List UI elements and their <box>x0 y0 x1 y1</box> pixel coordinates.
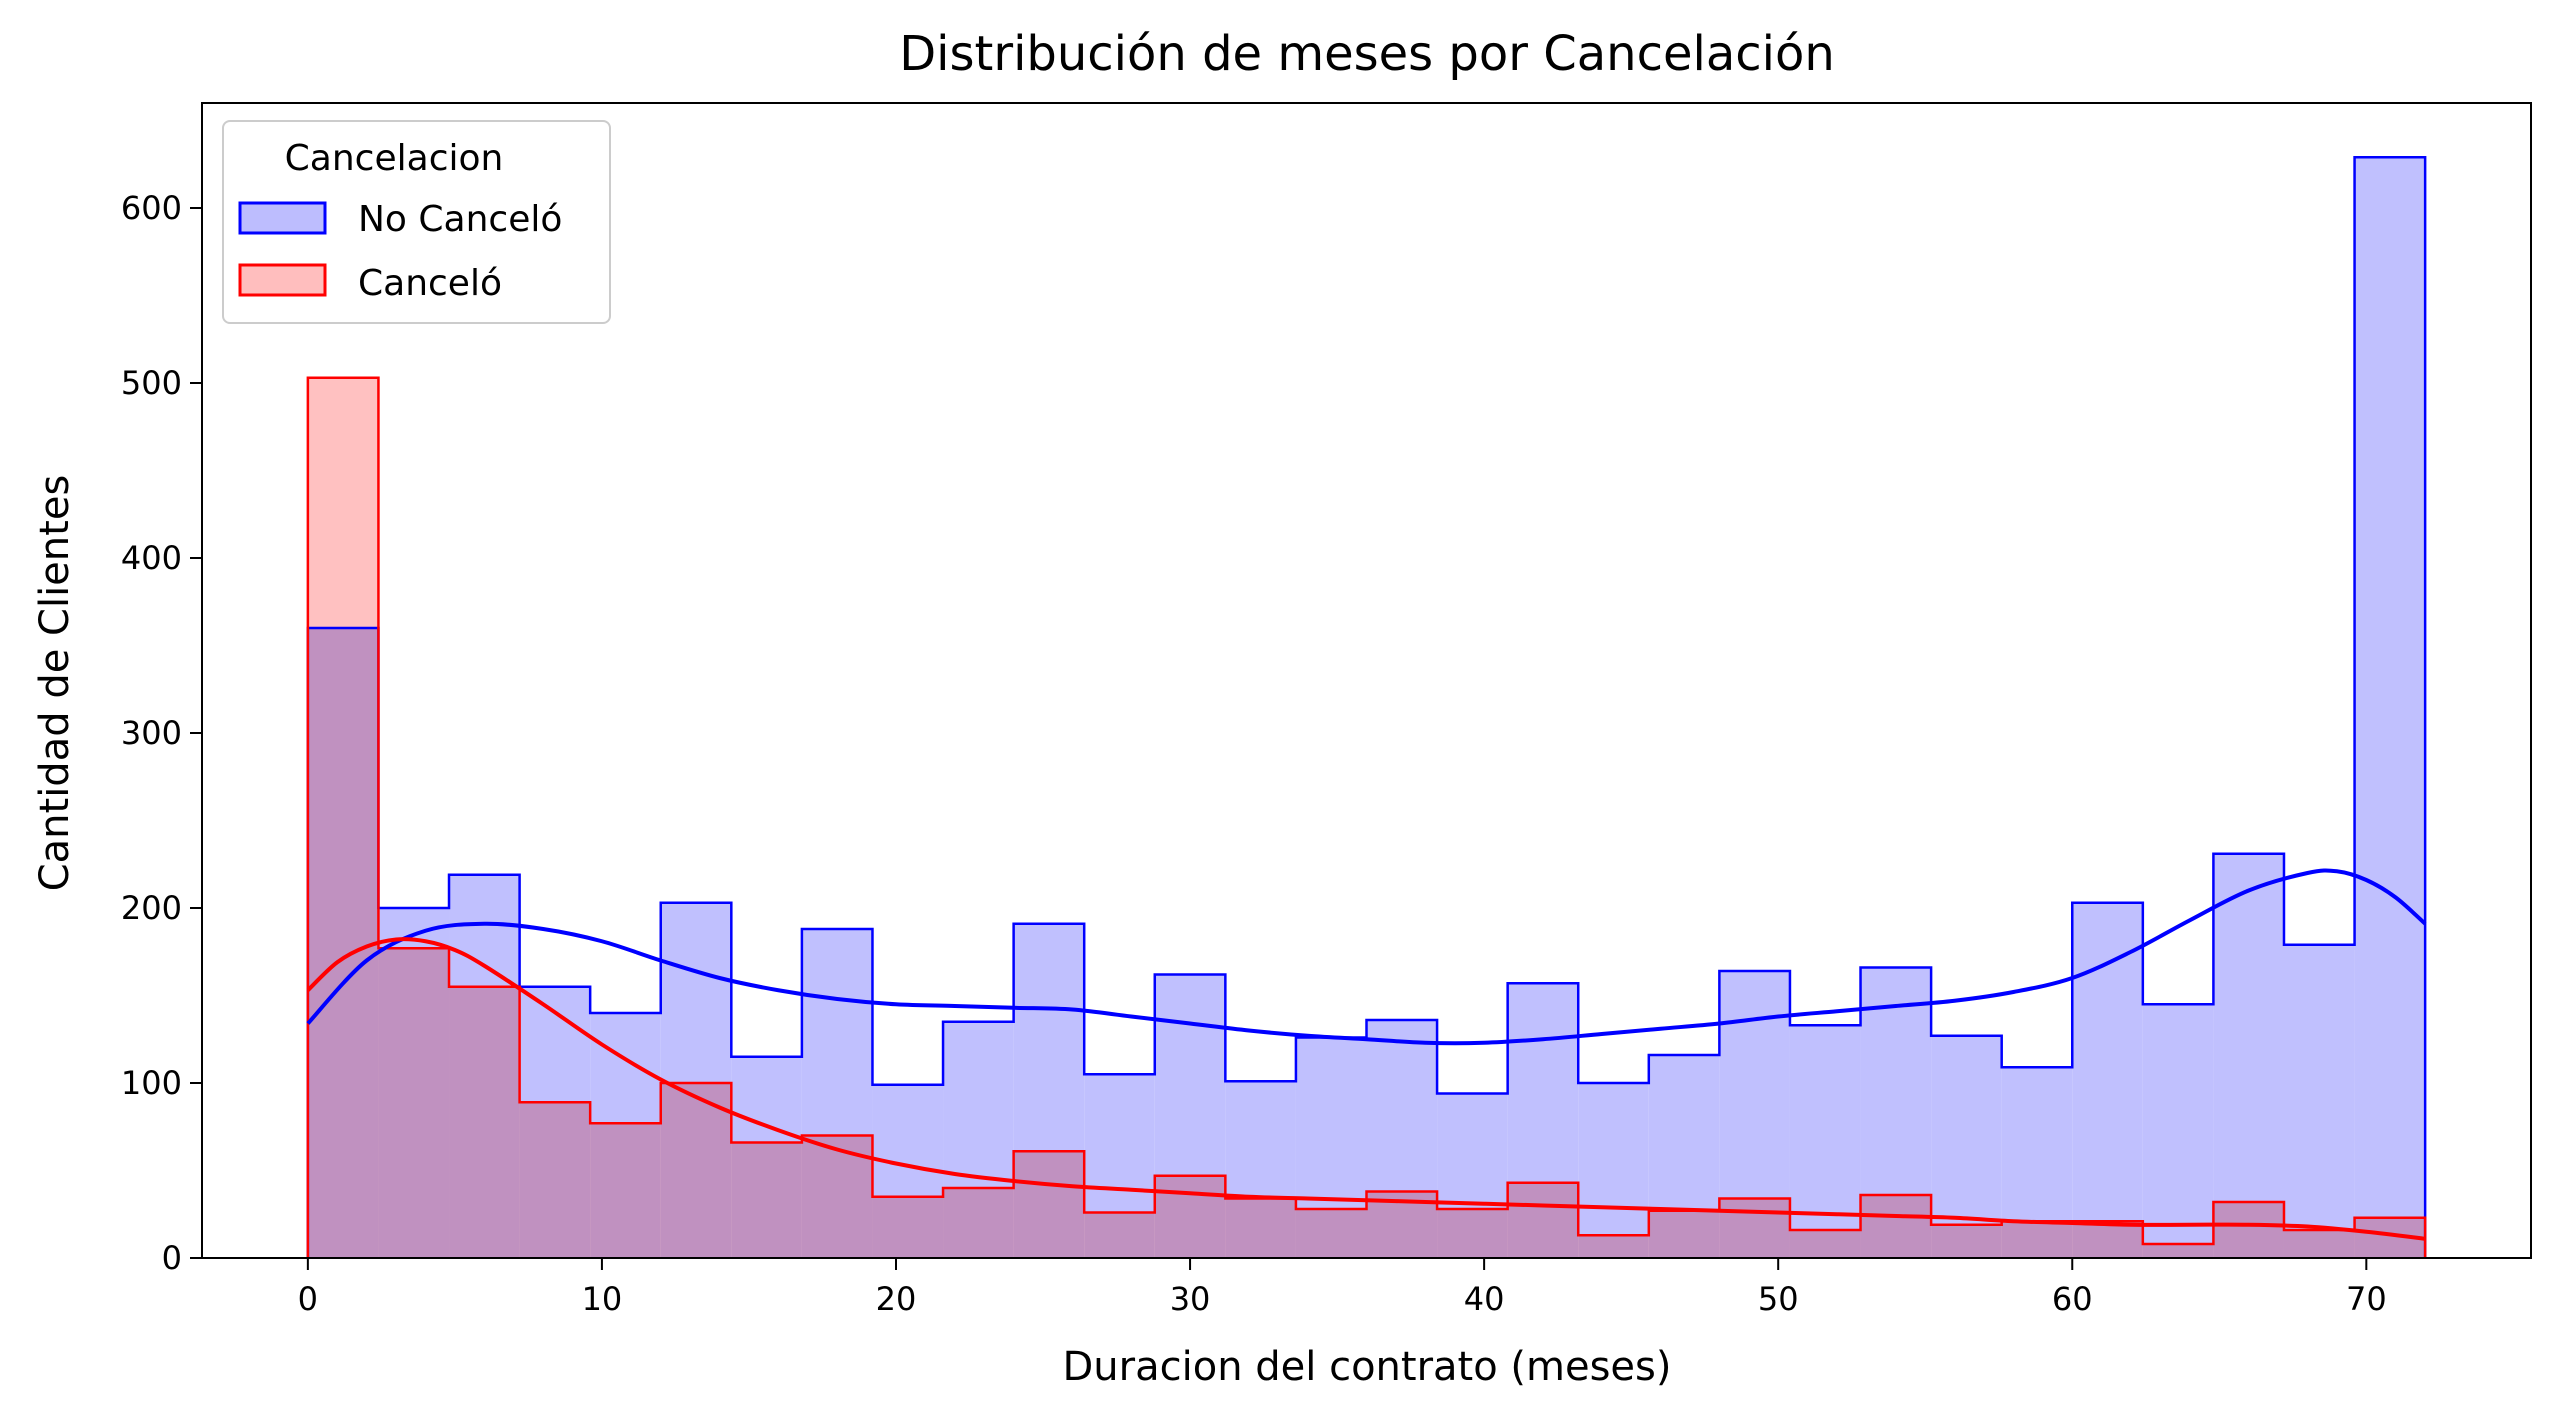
bar-no-cancelo-25 <box>2072 902 2143 1258</box>
y-tick-label-600: 600 <box>121 189 182 227</box>
plot-frame <box>201 102 2532 1259</box>
chart-title: Distribución de meses por Cancelación <box>899 26 1835 82</box>
bar-cancelo-27 <box>2213 1202 2284 1258</box>
x-tick-label-10: 10 <box>582 1280 623 1318</box>
bar-cancelo-5 <box>660 1083 732 1258</box>
bar-cancelo-28 <box>2283 1230 2355 1258</box>
y-tick-label-0: 0 <box>162 1239 182 1277</box>
bar-cancelo-20 <box>1719 1198 1790 1258</box>
x-tick-label-40: 40 <box>1464 1280 1505 1318</box>
x-tick-label-0: 0 <box>298 1280 318 1318</box>
bar-cancelo-11 <box>1084 1212 1155 1258</box>
x-tick-label-50: 50 <box>1758 1280 1799 1318</box>
step-outline-no-cancelo <box>306 156 2427 1258</box>
y-tick-label-100: 100 <box>121 1064 182 1102</box>
legend: Cancelacion No Canceló Canceló <box>222 120 611 324</box>
bar-cancelo-4 <box>590 1123 661 1258</box>
bar-cancelo-25 <box>2072 1221 2143 1258</box>
bar-cancelo-19 <box>1648 1210 1720 1258</box>
bar-cancelo-9 <box>943 1188 1014 1258</box>
legend-swatch-cancelo <box>238 263 327 297</box>
bar-cancelo-17 <box>1507 1182 1579 1258</box>
bar-cancelo-21 <box>1789 1230 1861 1258</box>
legend-label-cancelo: Canceló <box>358 263 502 304</box>
histogram-bars <box>306 156 2427 1258</box>
bar-no-cancelo-27 <box>2213 853 2284 1258</box>
bar-cancelo-13 <box>1225 1198 1296 1258</box>
bar-cancelo-3 <box>519 1102 591 1258</box>
y-tick-label-500: 500 <box>121 364 182 402</box>
x-tick-label-70: 70 <box>2346 1280 2387 1318</box>
y-tick-label-200: 200 <box>121 889 182 927</box>
x-axis-label: Duracion del contrato (meses) <box>1063 1344 1672 1390</box>
bar-cancelo-8 <box>872 1196 944 1258</box>
x-tick-label-30: 30 <box>1170 1280 1211 1318</box>
bar-cancelo-18 <box>1578 1235 1649 1258</box>
bar-cancelo-12 <box>1154 1175 1226 1258</box>
bar-cancelo-10 <box>1013 1151 1085 1258</box>
bar-no-cancelo-26 <box>2142 1004 2214 1258</box>
legend-swatch-no-cancelo <box>238 201 327 235</box>
bar-cancelo-0 <box>307 377 379 1258</box>
y-tick-label-300: 300 <box>121 714 182 752</box>
y-tick-label-400: 400 <box>121 539 182 577</box>
bar-cancelo-14 <box>1295 1209 1367 1258</box>
bar-no-cancelo-18 <box>1578 1083 1649 1258</box>
x-tick-label-60: 60 <box>2052 1280 2093 1318</box>
kde-curves <box>306 868 2427 1241</box>
bar-cancelo-6 <box>731 1142 802 1258</box>
bar-cancelo-16 <box>1437 1209 1508 1258</box>
bar-cancelo-23 <box>1931 1224 2002 1258</box>
bar-cancelo-24 <box>2001 1221 2073 1258</box>
kde-line-cancelo <box>306 937 2426 1241</box>
legend-label-no-cancelo: No Canceló <box>358 199 562 240</box>
bar-no-cancelo-28 <box>2283 944 2355 1258</box>
bar-cancelo-26 <box>2142 1244 2214 1258</box>
bar-cancelo-22 <box>1860 1195 1932 1258</box>
y-axis-ticks: 0 100 200 300 400 500 600 <box>121 189 202 1277</box>
bar-cancelo-2 <box>449 986 520 1258</box>
x-axis-ticks: 0 10 20 30 40 50 60 70 <box>298 1258 2387 1318</box>
x-tick-label-20: 20 <box>876 1280 917 1318</box>
legend-title: Cancelacion <box>285 138 504 179</box>
kde-line-no-cancelo <box>306 868 2427 1046</box>
bar-no-cancelo-29 <box>2354 157 2426 1258</box>
y-axis-label: Cantidad de Clientes <box>32 475 78 892</box>
bar-cancelo-1 <box>378 948 450 1258</box>
bar-no-cancelo-21 <box>1789 1025 1861 1258</box>
